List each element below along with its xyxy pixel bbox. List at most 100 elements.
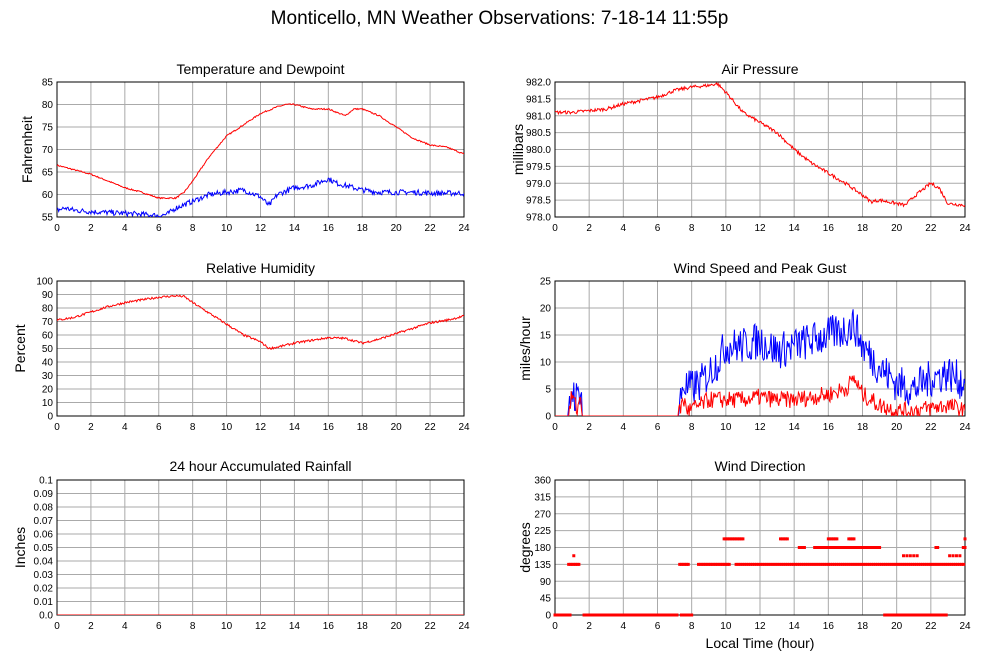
series-line-2 — [57, 177, 464, 217]
data-point — [828, 546, 832, 549]
data-point — [855, 546, 859, 549]
data-point — [963, 537, 967, 541]
data-point — [841, 562, 845, 566]
data-point — [717, 562, 721, 566]
data-point — [826, 537, 830, 541]
y-tick-label: 20 — [42, 385, 54, 396]
data-point — [915, 554, 919, 558]
data-point — [741, 537, 745, 541]
data-point — [963, 546, 967, 549]
x-tick-label: 12 — [754, 422, 766, 433]
data-point — [759, 562, 763, 566]
data-point — [954, 554, 958, 558]
data-point — [715, 562, 719, 566]
data-point — [814, 562, 818, 566]
data-point — [896, 613, 900, 617]
data-point — [684, 613, 688, 617]
data-point — [740, 562, 744, 566]
y-tick-label: 10 — [42, 398, 54, 409]
x-axis-label: Local Time (hour) — [705, 635, 815, 651]
data-point — [568, 562, 572, 566]
data-point — [850, 546, 854, 549]
data-point — [702, 562, 706, 566]
y-tick-label: 10 — [540, 358, 552, 369]
data-point — [727, 537, 731, 541]
y-tick-label: 60 — [42, 190, 54, 201]
data-point — [925, 562, 929, 566]
data-point — [908, 554, 912, 558]
data-point — [734, 537, 738, 541]
series-line-1 — [57, 294, 464, 350]
data-point — [958, 562, 962, 566]
x-tick-label: 10 — [720, 223, 732, 234]
data-point — [697, 562, 700, 566]
data-point — [934, 613, 938, 617]
data-point — [572, 554, 576, 558]
x-tick-label: 0 — [54, 422, 60, 433]
data-point — [884, 562, 888, 566]
data-point — [960, 562, 964, 566]
data-point — [863, 562, 867, 566]
x-tick-label: 14 — [789, 422, 801, 433]
data-point — [894, 562, 898, 566]
data-point — [926, 613, 930, 617]
data-point — [883, 613, 887, 617]
data-point — [861, 562, 865, 566]
y-tick-label: 0.02 — [34, 584, 54, 595]
data-point — [567, 562, 571, 566]
data-point — [849, 546, 853, 549]
data-point — [568, 613, 572, 617]
x-tick-label: 0 — [54, 621, 60, 632]
data-point — [771, 562, 775, 566]
y-tick-label: 45 — [540, 594, 552, 605]
data-point — [855, 562, 859, 566]
data-point — [916, 613, 920, 617]
x-tick-label: 14 — [789, 621, 801, 632]
data-point — [919, 613, 923, 617]
data-point — [888, 562, 892, 566]
x-tick-label: 6 — [156, 422, 162, 433]
data-point — [686, 613, 690, 617]
y-tick-label: 979.0 — [526, 179, 551, 190]
data-point — [738, 562, 742, 566]
y-tick-label: 55 — [42, 213, 54, 224]
x-tick-label: 16 — [823, 621, 835, 632]
y-tick-label: 100 — [36, 277, 53, 288]
data-point — [934, 546, 938, 549]
y-tick-label: 0.03 — [34, 570, 54, 581]
data-point — [780, 537, 784, 541]
data-point — [910, 562, 914, 566]
x-tick-label: 24 — [959, 422, 971, 433]
data-point — [882, 562, 886, 566]
data-point — [867, 546, 871, 549]
page-title: Monticello, MN Weather Observations: 7-1… — [270, 8, 729, 29]
series-line-1 — [555, 309, 965, 416]
x-tick-label: 16 — [323, 223, 335, 234]
data-point — [905, 554, 909, 558]
data-point — [757, 562, 761, 566]
data-point — [849, 537, 853, 541]
data-point — [714, 562, 718, 566]
chart-title: Air Pressure — [721, 61, 798, 77]
data-point — [859, 562, 863, 566]
data-point — [901, 613, 905, 617]
chart-title: Relative Humidity — [206, 260, 315, 276]
data-point — [703, 562, 707, 566]
x-tick-label: 0 — [552, 621, 558, 632]
data-point — [921, 562, 925, 566]
data-point — [845, 562, 849, 566]
y-tick-label: 25 — [540, 277, 552, 288]
data-point — [816, 546, 820, 549]
data-point — [826, 546, 830, 549]
y-tick-label: 70 — [42, 317, 54, 328]
y-tick-label: 981.0 — [526, 111, 551, 122]
data-point — [690, 613, 694, 617]
data-point — [927, 562, 931, 566]
data-point — [678, 562, 682, 566]
data-point — [921, 613, 925, 617]
data-point — [831, 537, 835, 541]
data-point — [681, 613, 685, 617]
data-point — [840, 546, 844, 549]
data-point — [736, 562, 740, 566]
